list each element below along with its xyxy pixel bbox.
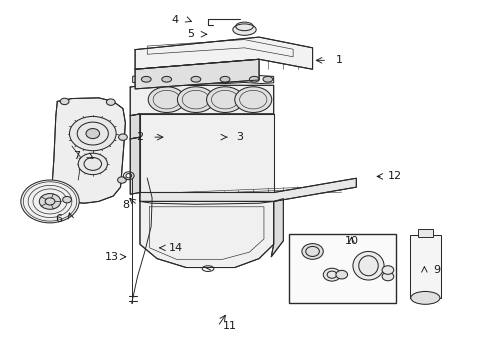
Ellipse shape: [118, 134, 127, 140]
Ellipse shape: [206, 87, 243, 112]
Ellipse shape: [232, 24, 256, 35]
Bar: [409, 235, 441, 298]
Ellipse shape: [323, 268, 340, 281]
Polygon shape: [140, 114, 273, 193]
Ellipse shape: [78, 153, 107, 175]
Polygon shape: [52, 98, 125, 203]
Text: 4: 4: [172, 15, 179, 25]
Polygon shape: [130, 85, 273, 116]
Ellipse shape: [141, 76, 151, 82]
Polygon shape: [130, 137, 140, 194]
Ellipse shape: [301, 244, 323, 259]
Ellipse shape: [177, 87, 214, 112]
Ellipse shape: [381, 266, 393, 274]
Text: 9: 9: [432, 265, 439, 275]
Polygon shape: [140, 178, 356, 202]
Text: 10: 10: [344, 236, 358, 246]
Polygon shape: [135, 59, 259, 89]
Text: 3: 3: [236, 132, 243, 142]
Polygon shape: [130, 114, 140, 139]
Ellipse shape: [381, 272, 393, 281]
Ellipse shape: [191, 76, 201, 82]
Ellipse shape: [249, 76, 259, 82]
Ellipse shape: [106, 99, 115, 105]
Text: 7: 7: [73, 151, 80, 161]
Ellipse shape: [69, 116, 116, 151]
Ellipse shape: [86, 129, 100, 139]
Ellipse shape: [117, 177, 126, 183]
Polygon shape: [132, 74, 273, 84]
Ellipse shape: [60, 98, 69, 105]
Text: 11: 11: [223, 321, 236, 332]
Ellipse shape: [220, 76, 229, 82]
Ellipse shape: [21, 180, 79, 223]
Text: 13: 13: [105, 252, 119, 262]
Text: 14: 14: [168, 243, 182, 253]
Polygon shape: [140, 202, 273, 267]
Ellipse shape: [263, 76, 272, 82]
Polygon shape: [135, 37, 312, 69]
Text: 5: 5: [187, 29, 194, 39]
Ellipse shape: [62, 197, 71, 203]
Ellipse shape: [162, 76, 171, 82]
Polygon shape: [271, 199, 283, 257]
Text: 12: 12: [387, 171, 402, 181]
Text: 1: 1: [335, 55, 342, 65]
Bar: [288, 234, 395, 303]
Ellipse shape: [234, 87, 271, 112]
Text: 2: 2: [136, 132, 143, 142]
Bar: [417, 229, 432, 237]
Ellipse shape: [335, 270, 347, 279]
Text: 6: 6: [55, 214, 62, 224]
Ellipse shape: [148, 87, 185, 112]
Text: 8: 8: [122, 200, 129, 210]
Ellipse shape: [410, 292, 439, 304]
Ellipse shape: [352, 251, 383, 280]
Polygon shape: [140, 193, 273, 204]
Ellipse shape: [39, 194, 61, 209]
